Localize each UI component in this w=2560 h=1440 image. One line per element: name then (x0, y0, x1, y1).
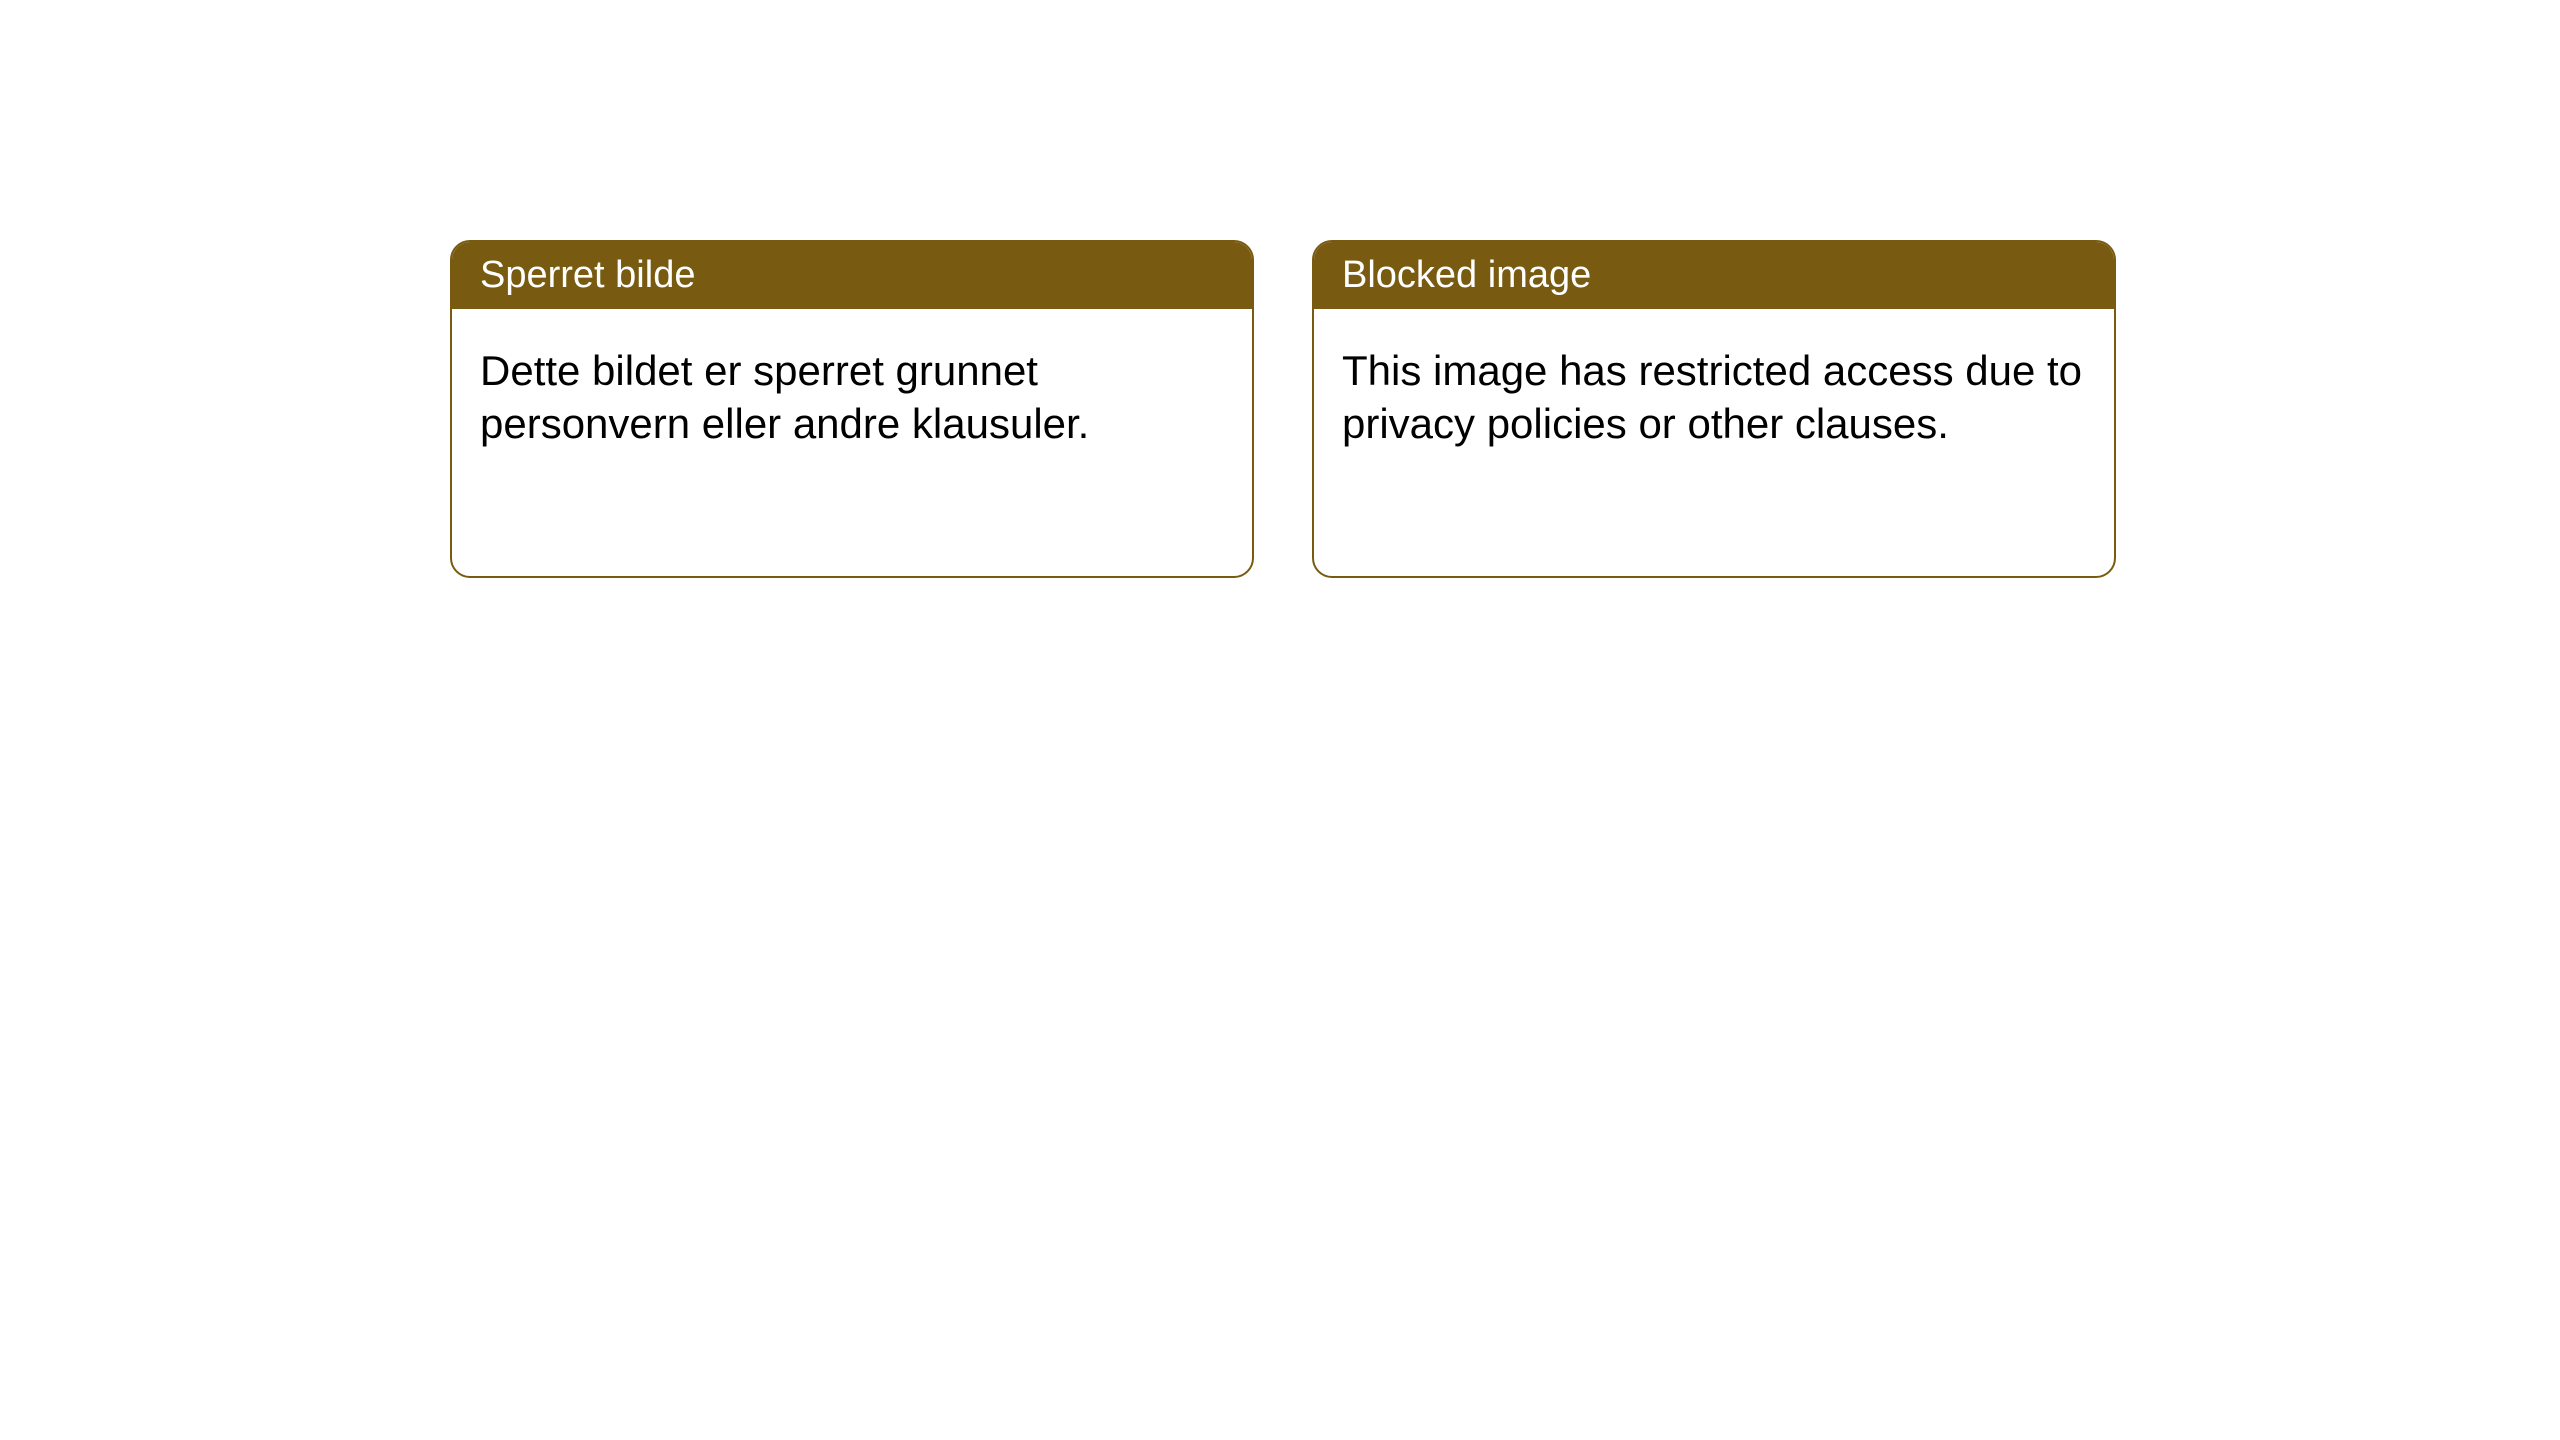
card-body: Dette bildet er sperret grunnet personve… (452, 309, 1252, 486)
card-body-text: Dette bildet er sperret grunnet personve… (480, 347, 1089, 447)
card-header: Blocked image (1314, 242, 2114, 309)
card-body-text: This image has restricted access due to … (1342, 347, 2082, 447)
card-header-text: Sperret bilde (480, 254, 695, 296)
card-header: Sperret bilde (452, 242, 1252, 309)
blocked-image-card-english: Blocked image This image has restricted … (1312, 240, 2116, 578)
card-header-text: Blocked image (1342, 254, 1591, 296)
cards-container: Sperret bilde Dette bildet er sperret gr… (450, 240, 2116, 578)
blocked-image-card-norwegian: Sperret bilde Dette bildet er sperret gr… (450, 240, 1254, 578)
card-body: This image has restricted access due to … (1314, 309, 2114, 486)
